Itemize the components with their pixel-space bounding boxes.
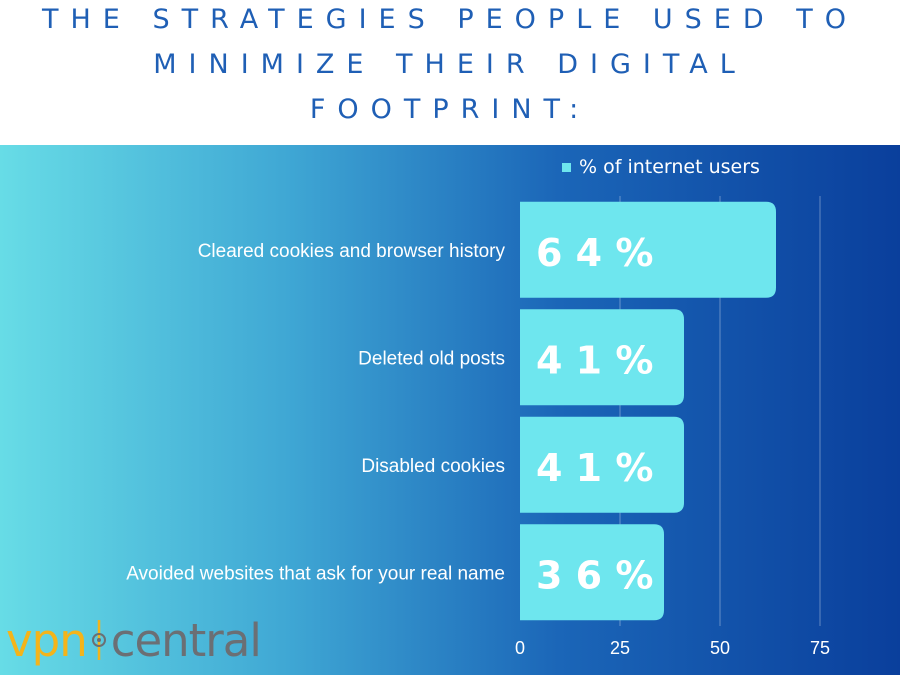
category-label: Disabled cookies: [361, 456, 505, 477]
bar: [520, 201, 776, 298]
category-label: Cleared cookies and browser history: [198, 241, 506, 262]
data-label: 4 1 %: [536, 446, 653, 490]
legend-swatch: [562, 162, 571, 172]
data-label: 4 1 %: [536, 338, 653, 382]
chart-title-line-1: THE STRATEGIES PEOPLE USED TO: [42, 4, 858, 35]
bar: [520, 309, 684, 406]
data-label: 3 6 %: [536, 553, 653, 597]
x-tick-label: 25: [610, 638, 630, 658]
logo-text-central: central: [110, 613, 262, 667]
category-label: Avoided websites that ask for your real …: [126, 563, 505, 584]
x-tick-label: 50: [710, 638, 730, 658]
category-label: Deleted old posts: [358, 348, 505, 369]
x-tick-label: 75: [810, 638, 830, 658]
title-area: THE STRATEGIES PEOPLE USED TO MINIMIZE T…: [0, 0, 900, 145]
chart-title-line-2: MINIMIZE THEIR DIGITAL: [153, 49, 747, 80]
bar: [520, 524, 664, 621]
data-label: 6 4 %: [536, 231, 653, 275]
chart-title-line-3: FOOTPRINT:: [309, 94, 591, 125]
bar: [520, 416, 684, 513]
legend: % of internet users: [562, 155, 760, 179]
legend-label: % of internet users: [579, 156, 760, 178]
logo-divider-icon: [91, 620, 106, 660]
x-tick-label: 0: [515, 638, 525, 658]
logo-text-vpn: vpn: [6, 613, 88, 667]
vpncentral-logo: vpn central: [6, 612, 262, 668]
